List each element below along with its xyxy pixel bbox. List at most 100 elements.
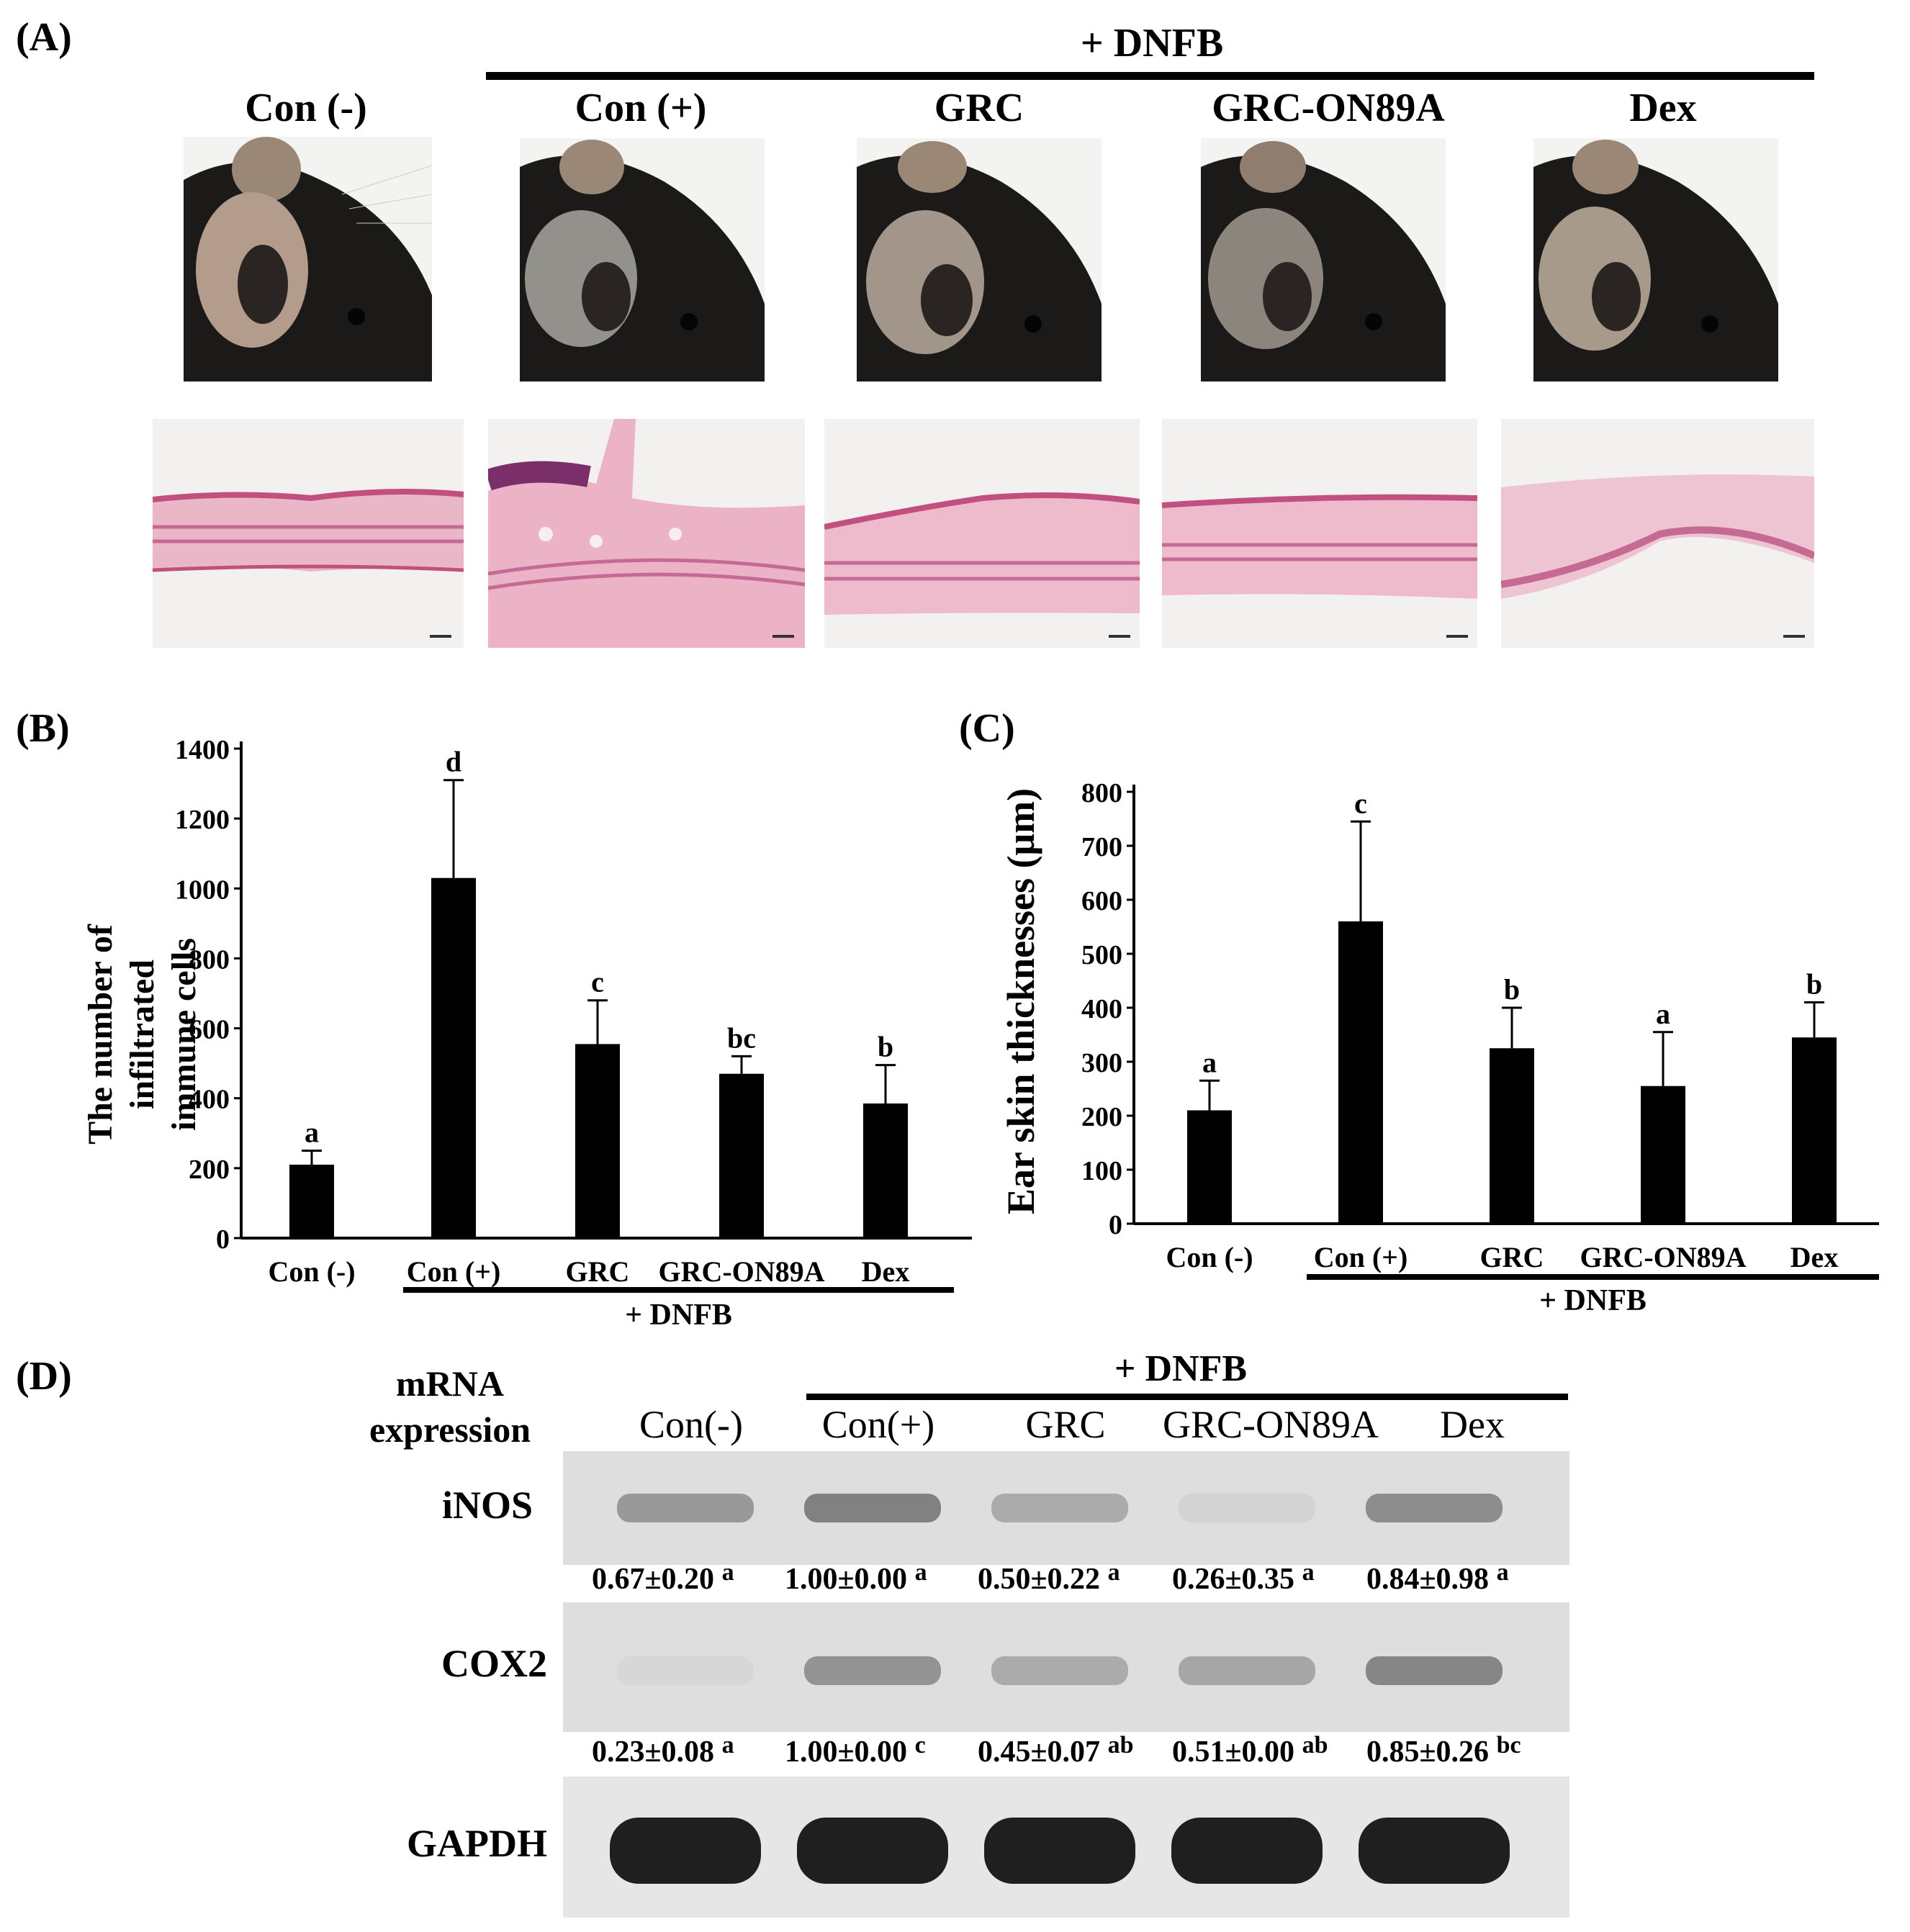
histology-image (488, 419, 805, 648)
panel-d-group-label: Dex (1440, 1403, 1505, 1446)
expression-value-text: 0.26±0.35 (1172, 1563, 1302, 1596)
y-tick-label: 200 (1081, 1102, 1122, 1132)
gel-band (797, 1818, 948, 1884)
dnfb-group-line (1307, 1274, 1879, 1280)
significance-letter: b (878, 1031, 893, 1063)
category-label: Con (+) (1314, 1241, 1408, 1273)
expression-value-text: 0.23±0.08 (592, 1735, 722, 1769)
panel-b-bar-chart: 0 200 400 600 800 1000 1200 1400 a Con (-) d Con (+… (175, 735, 972, 1332)
mouse-photo (184, 137, 432, 382)
dnfb-group-line (403, 1287, 954, 1293)
gel-band (1171, 1818, 1323, 1884)
histology-image (1501, 419, 1814, 648)
panel-d-label: (D) (16, 1354, 72, 1399)
panel-d-group-label: GRC (1025, 1403, 1106, 1446)
bar (431, 877, 476, 1238)
expression-value-text: 0.85±0.26 (1366, 1735, 1497, 1769)
category-label: Dex (1790, 1241, 1839, 1273)
y-tick-label: 1400 (175, 735, 230, 765)
y-tick-label: 400 (1081, 994, 1122, 1024)
gel-band (1359, 1818, 1510, 1884)
category-label: Con (+) (407, 1255, 501, 1288)
panel-a-group-label: GRC-ON89A (1212, 86, 1445, 130)
gel-band (804, 1494, 941, 1522)
gel-band (984, 1818, 1135, 1884)
panel-a-dnfb-label: + DNFB (1080, 21, 1224, 66)
expression-value: 1.00±0.00 c (785, 1732, 926, 1769)
y-tick-label: 700 (1081, 832, 1122, 862)
mouse-photo (1533, 138, 1778, 382)
mouse-photo (1201, 138, 1446, 382)
gel-band (804, 1656, 941, 1685)
panel-a-label: (A) (16, 15, 72, 60)
expression-value: 0.26±0.35 a (1172, 1559, 1315, 1597)
bar (1187, 1110, 1232, 1224)
expression-value: 0.45±0.07 ab (978, 1732, 1134, 1769)
gel-cox2 (563, 1602, 1569, 1732)
significance-letter: ab (1302, 1732, 1328, 1759)
gel-gapdh (563, 1777, 1569, 1918)
panel-a-group-label: GRC (934, 86, 1024, 130)
panel-a-dnfb-line (486, 72, 1814, 80)
significance-letter: c (591, 966, 604, 998)
gel-band (617, 1656, 754, 1685)
y-tick-label: 400 (189, 1085, 230, 1115)
expression-value: 0.50±0.22 a (978, 1559, 1120, 1597)
expression-value-text: 1.00±0.00 (785, 1563, 915, 1596)
gel-band (1179, 1494, 1315, 1522)
y-tick-label: 100 (1081, 1156, 1122, 1186)
significance-letter: a (1202, 1046, 1217, 1078)
gel-band (610, 1818, 761, 1884)
y-tick-label: 800 (189, 944, 230, 975)
expression-value-text: 0.45±0.07 (978, 1735, 1108, 1769)
significance-letter: a (721, 1732, 734, 1759)
panel-d-dnfb-label: + DNFB (1114, 1348, 1248, 1389)
bar (1490, 1048, 1534, 1224)
significance-letter: a (1656, 998, 1670, 1030)
significance-letter: a (1496, 1559, 1509, 1586)
panel-d-group-label: Con(+) (821, 1403, 935, 1446)
expression-value-text: 0.50±0.22 (978, 1563, 1108, 1596)
expression-value-text: 0.67±0.20 (592, 1563, 722, 1596)
histology-image (153, 419, 464, 648)
panel-a-group-label: Con (+) (575, 86, 707, 130)
significance-letter: c (1354, 787, 1367, 819)
category-label: GRC (1480, 1241, 1544, 1273)
significance-letter: b (1504, 973, 1520, 1006)
dnfb-group-label: + DNFB (625, 1299, 732, 1332)
expression-value: 0.23±0.08 a (592, 1732, 734, 1769)
significance-letter: b (1806, 968, 1822, 1001)
panel-d-group-label: Con(-) (639, 1403, 743, 1446)
category-label: GRC-ON89A (1580, 1241, 1746, 1273)
gel-band (1179, 1656, 1315, 1685)
bar (575, 1044, 620, 1238)
y-tick-label: 1000 (175, 875, 230, 905)
significance-letter: a (721, 1559, 734, 1586)
mrna-expression-header: mRNA expression (369, 1363, 531, 1450)
y-tick-label: 0 (216, 1224, 230, 1255)
expression-value: 0.84±0.98 a (1366, 1559, 1509, 1597)
y-tick-label: 600 (1081, 886, 1122, 916)
category-label: Con (-) (268, 1255, 355, 1288)
gel-band (1366, 1494, 1503, 1522)
significance-letter: a (305, 1116, 319, 1149)
expression-value-text: 0.51±0.00 (1172, 1735, 1302, 1769)
panel-a-group-label: Con (-) (245, 86, 367, 130)
significance-letter: d (446, 746, 461, 778)
category-label: GRC (566, 1255, 630, 1288)
gel-band (991, 1494, 1128, 1522)
significance-letter: a (1107, 1559, 1120, 1586)
y-tick-label: 200 (189, 1155, 230, 1185)
histology-image (824, 419, 1140, 648)
significance-letter: ab (1107, 1732, 1134, 1759)
gene-label-cox2: COX2 (441, 1642, 547, 1685)
expression-value-text: 0.84±0.98 (1366, 1563, 1497, 1596)
gel-band (1366, 1656, 1503, 1685)
panel-d-group-label: GRC-ON89A (1162, 1403, 1379, 1446)
histology-image (1162, 419, 1477, 648)
mouse-photo (520, 138, 765, 382)
y-tick-label: 300 (1081, 1048, 1122, 1078)
panel-c-bar-chart: 0 100 200 300 400 500 600 700 800 a Con (-) c Con (+… (1081, 778, 1879, 1317)
y-tick-label: 0 (1109, 1210, 1122, 1240)
gel-band (617, 1494, 754, 1522)
